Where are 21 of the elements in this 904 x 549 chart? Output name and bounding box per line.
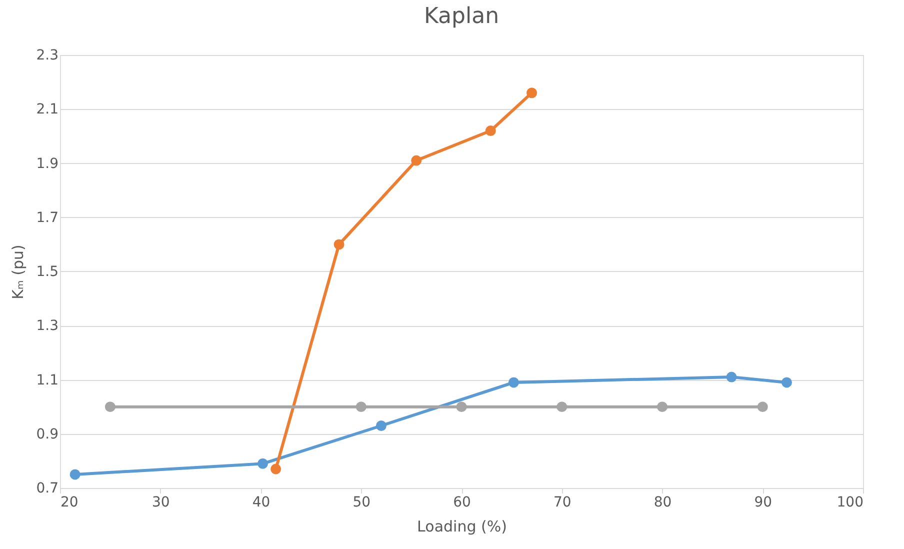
y-tick-label: 0.7 — [36, 480, 58, 496]
x-tick-label: 90 — [754, 494, 772, 510]
y-tick-label: 2.1 — [36, 102, 58, 118]
y-tick-label: 2.3 — [36, 48, 58, 64]
y-tick-label: 0.9 — [36, 426, 58, 442]
x-tick-label: 80 — [654, 494, 672, 510]
x-tick-label: 70 — [553, 494, 572, 510]
chart-title: Kaplan — [424, 4, 500, 29]
x-axis-title: Loading (%) — [417, 518, 507, 536]
y-tick-label: 1.9 — [36, 156, 58, 172]
x-tick-label: 50 — [352, 494, 371, 510]
y-tick-label: 1.1 — [36, 372, 58, 388]
x-tick-label: 100 — [836, 494, 864, 510]
x-tick-label: 20 — [60, 494, 78, 510]
x-tick-label: 60 — [453, 494, 471, 510]
y-tick-label: 1.7 — [36, 210, 58, 226]
y-tick-label: 1.5 — [36, 264, 58, 280]
y-axis-title: Kₘ (pu) — [9, 244, 28, 300]
y-tick-label: 1.3 — [36, 318, 58, 334]
x-tick-label: 40 — [252, 494, 270, 510]
x-tick-label: 30 — [152, 494, 170, 510]
